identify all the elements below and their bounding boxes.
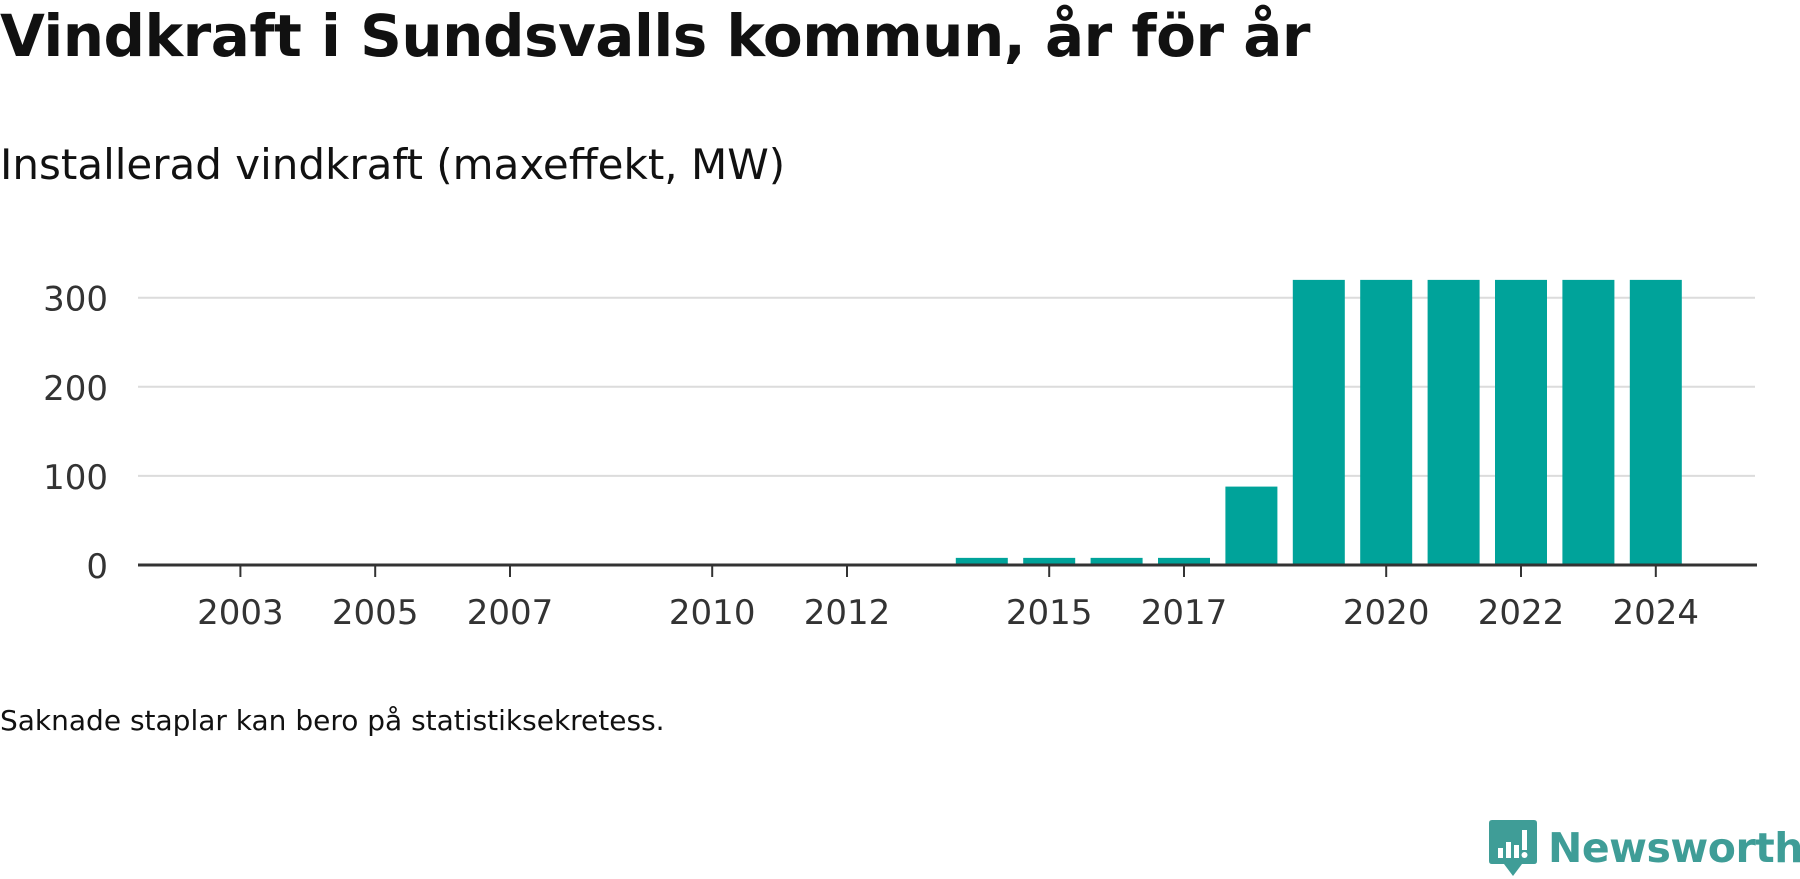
x-tick-label: 2017 — [1141, 593, 1228, 633]
bar — [1495, 279, 1547, 565]
brand-name: Newsworthy — [1548, 824, 1800, 872]
y-tick-label: 200 — [43, 369, 108, 409]
x-tick-label: 2015 — [1006, 593, 1093, 633]
newsworthy-logo-icon — [1489, 820, 1537, 876]
x-tick-label: 2022 — [1478, 593, 1565, 633]
bar — [1292, 279, 1345, 565]
y-tick-label: 100 — [43, 458, 108, 498]
bar — [1158, 557, 1210, 565]
x-tick-label: 2005 — [332, 593, 419, 633]
x-tick-label: 2003 — [197, 593, 284, 633]
footnote: Saknade staplar kan bero på statistiksek… — [0, 704, 665, 737]
bar — [1427, 279, 1480, 565]
bar — [1225, 486, 1278, 565]
chart-subtitle: Installerad vindkraft (maxeffekt, MW) — [0, 140, 786, 189]
bar — [1090, 557, 1143, 565]
x-tick-label: 2010 — [669, 593, 756, 633]
bar-chart: 0 100 200 300 2003 2005 2007 2010 2012 2015 2017 20… — [43, 279, 1757, 633]
x-tick-label: 2024 — [1613, 593, 1700, 633]
y-tick-label: 300 — [43, 280, 108, 320]
x-tick-label: 2012 — [804, 593, 891, 633]
x-tick-label: 2007 — [467, 593, 554, 633]
brand-logo: Newsworthy — [1488, 818, 1800, 878]
bar — [955, 557, 1008, 565]
bar — [1629, 279, 1682, 565]
y-tick-label: 0 — [86, 547, 108, 587]
bar — [1023, 557, 1076, 565]
bar — [1360, 279, 1413, 565]
bar — [1562, 279, 1615, 565]
x-tick-label: 2020 — [1343, 593, 1430, 633]
chart-title: Vindkraft i Sundsvalls kommun, år för år — [0, 2, 1311, 70]
